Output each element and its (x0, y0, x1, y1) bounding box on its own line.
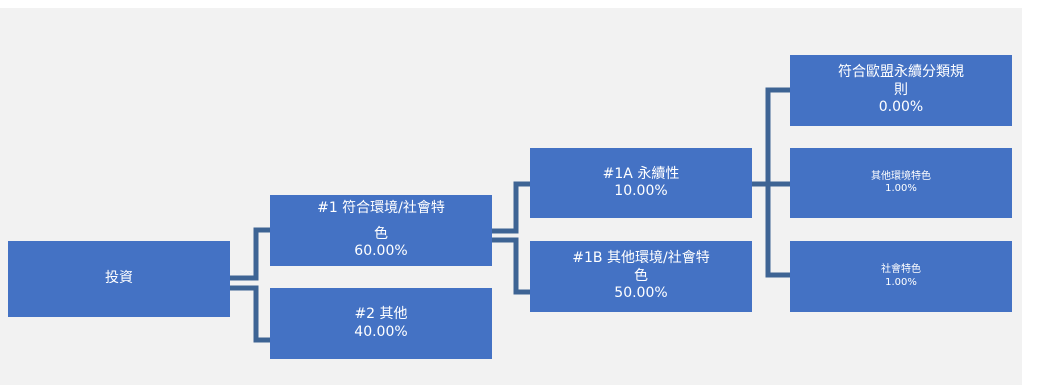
node-root-label: 投資 (105, 270, 133, 287)
node-n1b-label-line2: 色 (634, 267, 648, 284)
node-n1-label-line1: #1 符合環境/社會特 (317, 200, 445, 217)
connector-n1a-soc (765, 184, 790, 278)
node-n1b-label-line1: #1B 其他環境/社會特 (572, 250, 710, 267)
node-eu-taxonomy: 符合歐盟永續分類規 則 0.00% (790, 55, 1012, 126)
node-soc-value: 1.00% (885, 276, 917, 288)
node-n1-value: 60.00% (354, 243, 408, 260)
connector-root-n2 (230, 285, 270, 343)
node-soc-label: 社會特色 (881, 264, 921, 275)
node-n1b-value: 50.00% (614, 285, 668, 302)
node-other-environmental: 其他環境特色 1.00% (790, 148, 1012, 218)
node-social: 社會特色 1.00% (790, 241, 1012, 312)
node-env-value: 1.00% (885, 183, 917, 194)
node-n1: #1 符合環境/社會特 色 60.00% (270, 195, 492, 266)
node-n1b: #1B 其他環境/社會特 色 50.00% (530, 241, 752, 312)
node-n1a: #1A 永續性 10.00% (530, 148, 752, 218)
connector-n1-n1a (492, 181, 530, 234)
node-env-label: 其他環境特色 (871, 170, 931, 182)
node-n1a-value: 10.00% (614, 183, 668, 199)
node-eu-label-line1: 符合歐盟永續分類規 (838, 64, 964, 81)
node-n1-label-line2: 色 (374, 225, 388, 242)
node-n2-value: 40.00% (354, 323, 408, 340)
node-n1a-label: #1A 永續性 (602, 165, 680, 182)
node-n2: #2 其他 40.00% (270, 288, 492, 359)
connector-n1a-eu (752, 87, 790, 187)
node-eu-label-line2: 則 (894, 81, 908, 98)
connector-root-n1 (230, 227, 270, 281)
node-n2-label: #2 其他 (354, 306, 408, 322)
node-root: 投資 (8, 241, 230, 317)
connector-n1-n1b (492, 237, 530, 295)
node-eu-value: 0.00% (878, 99, 924, 116)
